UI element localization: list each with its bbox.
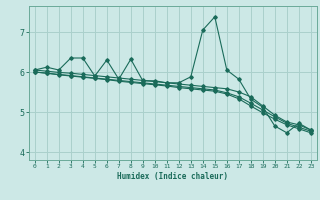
X-axis label: Humidex (Indice chaleur): Humidex (Indice chaleur) xyxy=(117,172,228,181)
